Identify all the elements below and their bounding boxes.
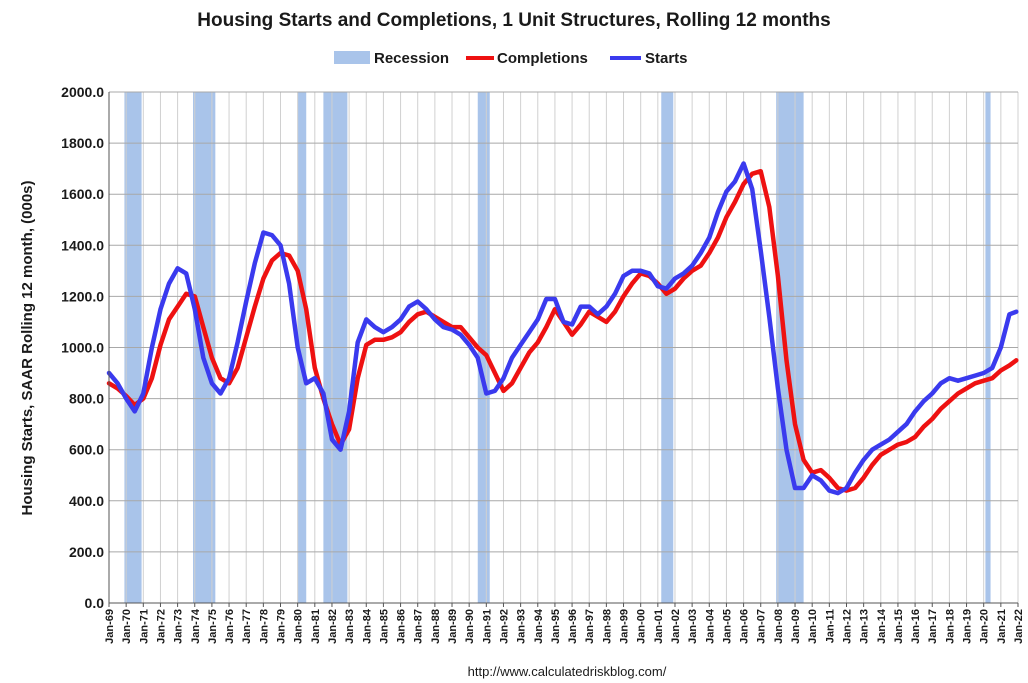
x-tick-label: Jan-73 (173, 609, 185, 644)
x-tick-label: Jan-10 (807, 609, 819, 644)
y-tick-label: 400.0 (69, 493, 104, 509)
x-tick-label: Jan-07 (756, 609, 768, 644)
y-tick-label: 600.0 (69, 442, 104, 458)
x-tick-label: Jan-13 (859, 609, 871, 644)
x-tick-label: Jan-16 (910, 609, 922, 644)
x-tick-label: Jan-11 (824, 609, 836, 643)
y-tick-label: 0.0 (85, 595, 105, 611)
y-tick-label: 1600.0 (61, 186, 104, 202)
x-tick-label: Jan-78 (258, 609, 270, 644)
x-tick-label: Jan-22 (1013, 609, 1025, 644)
y-tick-label: 1400.0 (61, 237, 104, 253)
x-tick-label: Jan-90 (464, 609, 476, 644)
x-tick-label: Jan-21 (996, 609, 1008, 644)
x-tick-label: Jan-20 (979, 609, 991, 644)
x-tick-label: Jan-93 (516, 609, 528, 644)
x-tick-label: Jan-14 (876, 608, 888, 644)
x-tick-label: Jan-87 (413, 609, 425, 644)
x-tick-label: Jan-05 (721, 609, 733, 644)
x-tick-label: Jan-01 (653, 609, 665, 644)
x-tick-label: Jan-74 (190, 608, 202, 644)
x-tick-label: Jan-83 (344, 609, 356, 644)
x-tick-label: Jan-84 (361, 608, 373, 644)
x-tick-label: Jan-02 (670, 609, 682, 644)
source-url: http://www.calculatedriskblog.com/ (468, 664, 667, 679)
x-tick-label: Jan-18 (944, 609, 956, 644)
horizontal-gridlines (109, 91, 1018, 553)
x-tick-label: Jan-12 (841, 609, 853, 644)
x-tick-label: Jan-96 (567, 609, 579, 644)
x-tick-label: Jan-76 (224, 609, 236, 644)
y-tick-label: 1200.0 (61, 288, 104, 304)
x-tick-label: Jan-71 (138, 609, 150, 644)
x-tick-label: Jan-09 (790, 609, 802, 644)
x-tick-label: Jan-19 (962, 609, 974, 644)
y-axis-label: Housing Starts, SAAR Rolling 12 month, (… (19, 180, 36, 515)
y-tick-label: 1000.0 (61, 340, 104, 356)
x-tick-label: Jan-82 (327, 609, 339, 644)
x-tick-label: Jan-70 (121, 609, 133, 644)
x-tick-label: Jan-89 (447, 609, 459, 644)
legend-swatch-recession (334, 51, 370, 64)
y-tick-label: 2000.0 (61, 84, 104, 100)
x-tick-label: Jan-98 (601, 609, 613, 644)
chart-title: Housing Starts and Completions, 1 Unit S… (197, 10, 830, 31)
x-tick-label: Jan-69 (104, 609, 116, 644)
x-tick-label: Jan-08 (773, 609, 785, 644)
x-tick-label: Jan-92 (498, 609, 510, 644)
legend-label-completions: Completions (497, 50, 588, 67)
x-tick-label: Jan-75 (207, 609, 219, 644)
legend: Recession Completions Starts (334, 50, 688, 67)
legend-label-recession: Recession (374, 50, 449, 67)
x-tick-label: Jan-91 (481, 609, 493, 644)
x-tick-label: Jan-04 (704, 608, 716, 644)
plot-area (106, 91, 1019, 604)
x-tick-label: Jan-79 (276, 609, 288, 644)
x-tick-label: Jan-95 (550, 609, 562, 644)
x-tick-label: Jan-06 (739, 609, 751, 644)
x-tick-label: Jan-85 (378, 609, 390, 644)
y-tick-label: 1800.0 (61, 135, 104, 151)
x-tick-label: Jan-17 (927, 609, 939, 644)
y-tick-label: 200.0 (69, 544, 104, 560)
x-tick-label: Jan-00 (636, 609, 648, 644)
x-tick-label: Jan-77 (241, 609, 253, 644)
y-tick-labels: 0.0 200.0 400.0 600.0 800.0 1000.0 1200.0 1400.… (61, 84, 104, 611)
x-tick-label: Jan-15 (893, 609, 905, 644)
x-tick-label: Jan-81 (310, 609, 322, 644)
x-tick-label: Jan-80 (293, 609, 305, 644)
x-tick-labels: Jan-69 Jan-70 Jan-71 Jan-72 Jan-73 Jan-74 Jan-… (104, 603, 1025, 644)
x-tick-label: Jan-72 (155, 609, 167, 644)
series-lines (106, 161, 1019, 496)
y-tick-label: 800.0 (69, 391, 104, 407)
x-tick-label: Jan-88 (430, 609, 442, 644)
x-tick-label: Jan-97 (584, 609, 596, 644)
x-tick-label: Jan-03 (687, 609, 699, 644)
legend-label-starts: Starts (645, 50, 688, 67)
series-line-starts (106, 161, 1019, 496)
x-tick-label: Jan-94 (533, 608, 545, 644)
x-tick-label: Jan-99 (619, 609, 631, 644)
x-tick-label: Jan-86 (396, 609, 408, 644)
